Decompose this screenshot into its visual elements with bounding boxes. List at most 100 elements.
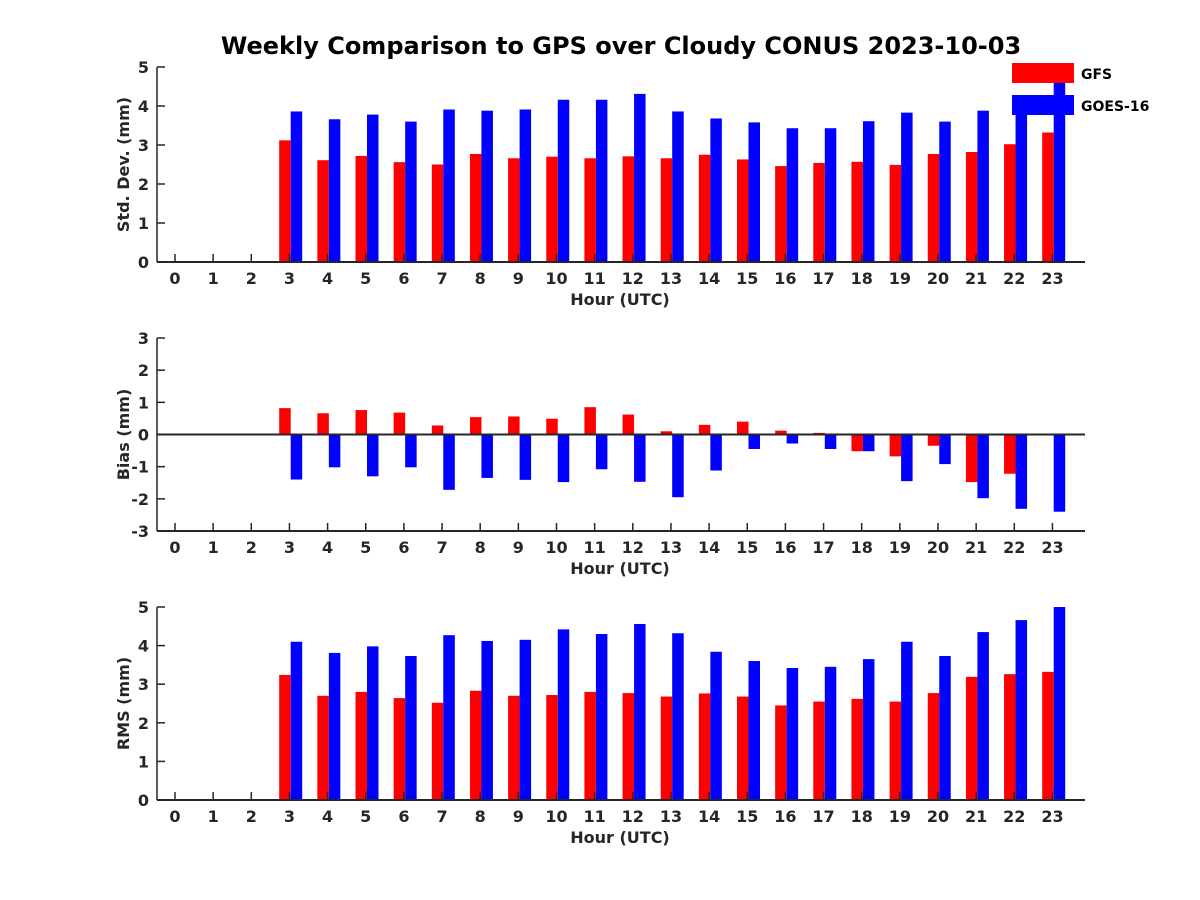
x-tick-label: 12 <box>622 538 644 557</box>
bar-goes16-hour-10 <box>557 99 570 262</box>
bar-gfs-hour-14 <box>698 693 711 800</box>
legend-swatch-gfs <box>1012 63 1074 83</box>
bar-gfs-hour-10 <box>546 695 558 800</box>
y-tick-label: 2 <box>138 361 149 380</box>
y-tick-label: 2 <box>138 175 149 194</box>
bar-gfs-hour-14 <box>698 154 711 262</box>
x-tick-label: 6 <box>398 807 409 826</box>
bar-gfs-hour-10 <box>546 418 558 435</box>
x-tick-label: 0 <box>169 807 180 826</box>
x-tick-label: 9 <box>513 269 524 288</box>
bar-goes16-hour-12 <box>634 623 646 800</box>
bar-goes16-hour-9 <box>519 639 532 800</box>
bar-gfs-hour-20 <box>927 153 940 262</box>
bar-gfs-hour-21 <box>965 434 978 483</box>
bar-gfs-hour-19 <box>889 434 902 457</box>
bar-gfs-hour-23 <box>1042 132 1054 262</box>
bar-gfs-hour-9 <box>508 695 520 800</box>
x-tick-label: 20 <box>927 538 949 557</box>
bar-goes16-hour-15 <box>748 122 760 262</box>
x-tick-label: 13 <box>660 807 682 826</box>
bar-goes16-hour-11 <box>595 434 608 470</box>
bar-gfs-hour-14 <box>698 424 711 435</box>
bar-goes16-hour-6 <box>405 434 417 468</box>
bar-goes16-hour-19 <box>901 641 913 800</box>
x-tick-label: 13 <box>660 538 682 557</box>
x-tick-label: 17 <box>812 538 834 557</box>
bar-gfs-hour-20 <box>927 434 940 446</box>
bar-gfs-hour-7 <box>431 425 444 435</box>
bar-goes16-hour-8 <box>481 434 493 478</box>
x-tick-label: 14 <box>698 807 720 826</box>
x-axis-label: Hour (UTC) <box>570 559 670 578</box>
bar-goes16-hour-11 <box>595 634 608 800</box>
bar-goes16-hour-5 <box>367 114 379 262</box>
x-tick-label: 18 <box>851 538 873 557</box>
y-tick-label: -2 <box>131 490 149 509</box>
x-tick-label: 20 <box>927 807 949 826</box>
bar-gfs-hour-7 <box>431 702 444 800</box>
bar-goes16-hour-21 <box>977 434 989 499</box>
legend-label-goes16: GOES-16 <box>1081 99 1149 115</box>
bar-goes16-hour-5 <box>367 434 379 477</box>
bar-goes16-hour-22 <box>1015 103 1028 262</box>
y-tick-label: 0 <box>138 426 149 445</box>
bar-gfs-hour-8 <box>469 690 482 800</box>
bar-goes16-hour-19 <box>901 112 913 262</box>
bar-goes16-hour-14 <box>710 651 722 800</box>
x-tick-label: 9 <box>513 807 524 826</box>
x-tick-label: 17 <box>812 807 834 826</box>
bar-gfs-hour-22 <box>1004 674 1016 800</box>
x-tick-label: 5 <box>360 807 371 826</box>
bar-goes16-hour-10 <box>557 434 570 483</box>
x-tick-label: 15 <box>736 807 758 826</box>
bar-gfs-hour-11 <box>584 407 596 435</box>
bar-goes16-hour-12 <box>634 434 646 482</box>
bar-goes16-hour-15 <box>748 434 760 449</box>
x-tick-label: 23 <box>1041 807 1063 826</box>
bar-goes16-hour-7 <box>443 434 455 490</box>
bar-gfs-hour-6 <box>393 162 406 262</box>
bar-gfs-hour-19 <box>889 701 902 800</box>
x-tick-label: 4 <box>322 538 333 557</box>
x-tick-label: 0 <box>169 538 180 557</box>
bar-gfs-hour-5 <box>355 410 367 435</box>
y-tick-label: 1 <box>138 393 149 412</box>
x-tick-label: 8 <box>475 807 486 826</box>
x-tick-label: 10 <box>545 807 567 826</box>
bar-goes16-hour-8 <box>481 110 493 263</box>
x-tick-label: 5 <box>360 269 371 288</box>
y-tick-label: 2 <box>138 714 149 733</box>
bar-goes16-hour-22 <box>1015 434 1028 509</box>
bar-gfs-hour-9 <box>508 158 520 262</box>
x-tick-label: 14 <box>698 269 720 288</box>
bar-gfs-hour-16 <box>775 705 787 800</box>
bar-gfs-hour-4 <box>317 413 329 435</box>
y-tick-label: 1 <box>138 214 149 233</box>
x-tick-label: 1 <box>208 538 219 557</box>
y-tick-label: 3 <box>138 329 149 348</box>
x-tick-label: 2 <box>246 807 257 826</box>
y-tick-label: -1 <box>131 458 149 477</box>
x-tick-label: 8 <box>475 538 486 557</box>
bar-gfs-hour-3 <box>279 674 291 800</box>
x-tick-label: 11 <box>584 538 606 557</box>
bar-goes16-hour-3 <box>290 111 303 263</box>
x-tick-label: 22 <box>1003 538 1025 557</box>
bar-goes16-hour-21 <box>977 632 989 800</box>
x-tick-label: 16 <box>774 538 796 557</box>
x-tick-label: 19 <box>889 269 911 288</box>
x-tick-label: 13 <box>660 269 682 288</box>
y-tick-label: 3 <box>138 136 149 155</box>
bar-gfs-hour-12 <box>622 693 635 800</box>
bar-gfs-hour-13 <box>660 696 673 800</box>
bar-gfs-hour-17 <box>813 162 825 262</box>
bar-gfs-hour-22 <box>1004 434 1016 474</box>
bar-goes16-hour-12 <box>634 93 646 262</box>
bar-goes16-hour-17 <box>824 434 837 449</box>
x-tick-label: 6 <box>398 269 409 288</box>
x-tick-label: 9 <box>513 538 524 557</box>
